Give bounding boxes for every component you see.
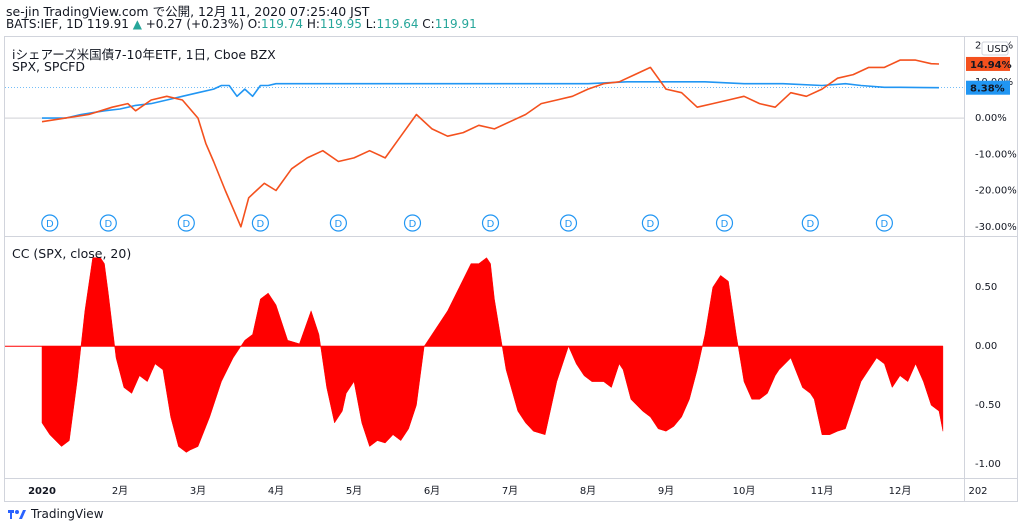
dividend-marker[interactable]: D	[99, 214, 117, 232]
dividend-circle-icon	[403, 214, 422, 232]
chart-frame	[4, 36, 1018, 502]
dividend-marker[interactable]: D	[481, 214, 500, 232]
dividend-letter: D	[46, 219, 54, 230]
dividend-marker[interactable]: D	[559, 214, 578, 232]
dividend-letter: D	[565, 219, 573, 230]
ohlc-line: BATS:IEF, 1D 119.91 ▲ +0.27 (+0.23%) O:1…	[6, 17, 477, 31]
x-tick-label: 12月	[889, 485, 912, 497]
dividend-marker[interactable]: D	[329, 214, 347, 232]
pane-divider[interactable]	[4, 236, 1018, 237]
x-tick-label: 202	[968, 486, 987, 497]
price-axis-divider	[964, 36, 965, 502]
top-y-tick-label: -30.00%	[975, 222, 1017, 233]
dividend-letter: D	[647, 219, 655, 230]
bottom-y-tick-label: 0.50	[975, 282, 997, 293]
x-tick-label: 9月	[658, 485, 674, 497]
dividend-marker[interactable]: D	[177, 214, 195, 232]
dividend-letter: D	[806, 219, 814, 230]
series-line-ief	[42, 81, 940, 119]
dividend-letter: D	[409, 219, 417, 230]
currency-box	[981, 41, 1009, 56]
low-label: L:	[365, 17, 377, 31]
bottom-y-tick-label: -1.00	[975, 459, 1001, 470]
cc-area	[41, 257, 944, 453]
dividend-marker[interactable]: D	[403, 214, 422, 232]
high-value: 119.95	[319, 17, 362, 31]
ief-last-badge-bg	[966, 80, 1010, 95]
dividend-letter: D	[721, 219, 729, 230]
open-label: O:	[247, 17, 261, 31]
dividend-letter: D	[104, 219, 112, 230]
x-tick-label: 6月	[424, 485, 440, 497]
dividend-letter: D	[881, 219, 889, 230]
ief-last-badge-text: 8.38%	[970, 84, 1005, 95]
x-tick-label: 8月	[580, 485, 596, 497]
dividend-marker[interactable]: D	[875, 214, 894, 232]
dividend-circle-icon	[329, 214, 347, 232]
tradingview-footer[interactable]: TradingView	[8, 507, 104, 521]
spx-last-badge-text: 14.94%	[970, 60, 1012, 71]
main-series-title[interactable]: iシェアーズ米国債7-10年ETF, 1日, Cboe BZX	[12, 47, 276, 62]
x-tick-label: 7月	[502, 485, 518, 497]
dividend-circle-icon	[641, 214, 660, 232]
dividend-circle-icon	[715, 214, 734, 232]
ief-last-badge: 8.38%	[966, 80, 1010, 95]
currency-text: USD	[987, 44, 1009, 55]
symbol-label[interactable]: BATS:IEF, 1D	[6, 17, 84, 31]
x-tick-label: 10月	[733, 485, 756, 497]
tradingview-brand: TradingView	[31, 507, 104, 521]
spx-last-badge: 14.94%	[966, 56, 1012, 71]
dividend-marker[interactable]: D	[715, 214, 734, 232]
open-value: 119.74	[261, 17, 303, 31]
x-tick-label: 4月	[268, 485, 284, 497]
x-tick-label: 5月	[346, 485, 362, 497]
dividend-circle-icon	[99, 214, 117, 232]
dividend-letter: D	[487, 219, 495, 230]
close-value: 119.91	[434, 17, 477, 31]
dividend-letter: D	[257, 219, 265, 230]
time-axis-divider	[4, 478, 1018, 479]
low-value: 119.64	[376, 17, 419, 31]
dividend-circle-icon	[41, 214, 59, 232]
last-price: 119.91	[86, 17, 129, 31]
x-tick-label: 3月	[190, 485, 206, 497]
top-y-tick-label: -10.00%	[975, 149, 1017, 160]
dividend-marker[interactable]: D	[251, 214, 269, 232]
dividend-marker[interactable]: D	[801, 214, 819, 232]
x-tick-label: 2020	[28, 486, 56, 497]
top-y-tick-label: -20.00%	[975, 186, 1017, 197]
bottom-y-tick-label: -0.50	[975, 400, 1001, 411]
x-tick-label: 11月	[811, 485, 834, 497]
dividend-circle-icon	[559, 214, 578, 232]
bottom-y-tick-label: 0.00	[975, 341, 997, 352]
dividend-circle-icon	[481, 214, 500, 232]
high-label: H:	[306, 17, 320, 31]
series-line-spx	[41, 59, 940, 228]
tradingview-logo-icon	[8, 510, 26, 519]
publish-info: se-jin TradingView.com で公開, 12月 11, 2020…	[6, 4, 370, 19]
dividend-circle-icon	[875, 214, 894, 232]
compare-series-title[interactable]: SPX, SPCFD	[12, 59, 85, 74]
spx-last-badge-bg	[966, 56, 1010, 71]
up-arrow-icon: ▲	[132, 17, 142, 31]
dividend-marker[interactable]: D	[641, 214, 660, 232]
top-y-tick-label: 0.00%	[975, 113, 1007, 124]
close-label: C:	[422, 17, 435, 31]
dividend-circle-icon	[251, 214, 269, 232]
indicator-title[interactable]: CC (SPX, close, 20)	[12, 246, 132, 261]
dividend-circle-icon	[177, 214, 195, 232]
dividend-marker[interactable]: D	[41, 214, 59, 232]
dividend-letter: D	[182, 219, 190, 230]
currency-label: USD	[981, 41, 1009, 56]
dividend-letter: D	[335, 219, 343, 230]
price-change: +0.27 (+0.23%)	[145, 17, 244, 31]
x-tick-label: 2月	[112, 485, 128, 497]
dividend-circle-icon	[801, 214, 819, 232]
